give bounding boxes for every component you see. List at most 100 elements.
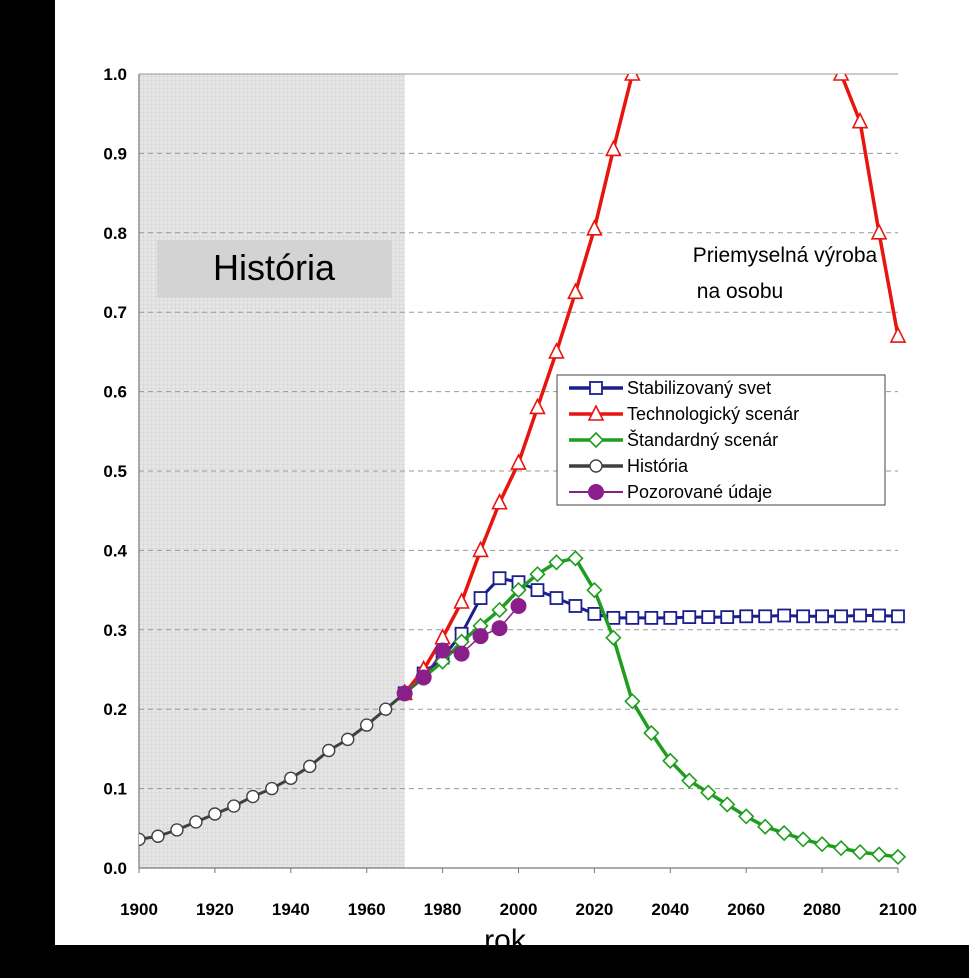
data-point — [889, 326, 907, 343]
data-point — [434, 642, 451, 659]
data-point — [453, 645, 470, 662]
series-line — [403, 74, 900, 695]
data-point — [378, 702, 393, 716]
series-4 — [396, 597, 527, 702]
data-point — [739, 609, 754, 624]
y-tick-label: 0.1 — [103, 780, 127, 799]
data-point — [473, 591, 488, 605]
y-tick-label: 0.2 — [103, 700, 127, 719]
history-region — [139, 74, 405, 868]
data-point — [548, 554, 565, 571]
data-point — [644, 610, 659, 625]
y-tick-labels: 0.0 0.1 0.2 0.3 0.4 0.5 0.6 0.7 0.8 0.9 1.0 — [103, 65, 127, 878]
legend-marker — [587, 431, 605, 449]
data-point — [265, 781, 279, 796]
series-group — [139, 74, 907, 866]
history-label-box — [157, 240, 392, 298]
y-tick-label: 0.4 — [103, 541, 127, 560]
data-point — [681, 772, 698, 789]
y-tick-label: 1.0 — [103, 65, 127, 84]
data-point — [832, 840, 850, 857]
chart-svg: 0.00.10.20.30.40.50.60.70.80.91.0 1900 19… — [103, 65, 917, 945]
data-point — [853, 608, 867, 623]
data-point — [510, 597, 527, 614]
series-1 — [396, 74, 907, 701]
legend-marker — [589, 459, 603, 473]
data-point — [662, 752, 679, 769]
data-point — [815, 609, 829, 624]
legend: Stabilizovaný svet Technologický scenár Št… — [556, 374, 886, 506]
history-label: História — [213, 247, 336, 288]
data-point — [891, 609, 905, 624]
data-point — [303, 759, 317, 774]
data-point — [776, 824, 793, 842]
legend-item: Technologický scenár — [569, 404, 799, 424]
x-tick-label: 2040 — [651, 900, 689, 919]
x-tick-label: 1940 — [272, 900, 310, 919]
x-tick-label: 2060 — [727, 900, 765, 919]
series-3 — [139, 686, 412, 847]
data-point — [832, 74, 850, 81]
data-point — [851, 111, 869, 129]
data-point — [872, 608, 886, 623]
y-tick-label: 0.0 — [103, 859, 127, 878]
data-point — [529, 397, 546, 415]
data-point — [586, 581, 603, 599]
legend-marker — [589, 381, 603, 395]
data-point — [530, 583, 545, 597]
data-point — [794, 831, 812, 848]
data-point — [491, 492, 508, 510]
data-point — [738, 808, 755, 825]
data-point — [567, 282, 584, 300]
data-point — [472, 628, 489, 645]
data-point — [605, 139, 622, 157]
x-tick-labels: 1900 1920 1940 1960 1980 2000 2020 2040 2060 2080… — [120, 900, 917, 919]
data-point — [870, 846, 888, 863]
data-point — [208, 807, 222, 821]
legend-label: Štandardný scenár — [627, 429, 778, 450]
data-point — [341, 732, 355, 747]
data-point — [624, 74, 641, 81]
legend-item: Pozorované údaje — [569, 482, 772, 502]
data-point — [568, 599, 583, 613]
data-point — [415, 669, 432, 686]
data-point — [360, 718, 374, 732]
legend-label: Technologický scenár — [627, 404, 799, 424]
data-point — [889, 848, 907, 866]
data-point — [170, 823, 184, 837]
chart-frame: 0.0 0.1 0.2 0.3 0.4 0.5 0.6 0.7 0.8 0.9 1.0 1900 19… — [55, 0, 969, 945]
legend-label: História — [627, 456, 689, 476]
data-point — [139, 832, 146, 847]
data-point — [701, 610, 716, 624]
data-point — [606, 610, 621, 625]
y-tick-label: 0.7 — [103, 303, 127, 322]
x-tick-label: 1920 — [196, 900, 234, 919]
data-point — [567, 550, 584, 567]
legend-label: Pozorované údaje — [627, 482, 772, 502]
x-tick-label: 2020 — [575, 900, 613, 919]
data-point — [757, 818, 774, 835]
data-point — [246, 789, 260, 804]
y-tick-label: 0.8 — [103, 224, 127, 243]
legend-marker — [587, 404, 605, 421]
data-point — [682, 610, 697, 624]
data-point — [625, 610, 640, 625]
data-point — [322, 743, 336, 758]
y-tick-label: 0.6 — [103, 383, 127, 402]
data-point — [453, 592, 470, 609]
data-point — [777, 608, 792, 623]
data-point — [434, 653, 451, 670]
y-tick-label: 0.9 — [103, 144, 127, 163]
annotation-line-1: Priemyselná výroba — [693, 244, 878, 267]
axes — [138, 73, 899, 873]
x-tick-label: 1900 — [120, 900, 158, 919]
data-point — [529, 566, 546, 583]
data-point — [624, 693, 641, 710]
data-point — [510, 581, 527, 599]
data-point — [834, 609, 848, 624]
legend-marker — [588, 484, 604, 500]
data-point — [700, 784, 717, 801]
data-point — [284, 771, 298, 785]
data-point — [587, 607, 602, 621]
legend-item: Stabilizovaný svet — [569, 378, 771, 398]
